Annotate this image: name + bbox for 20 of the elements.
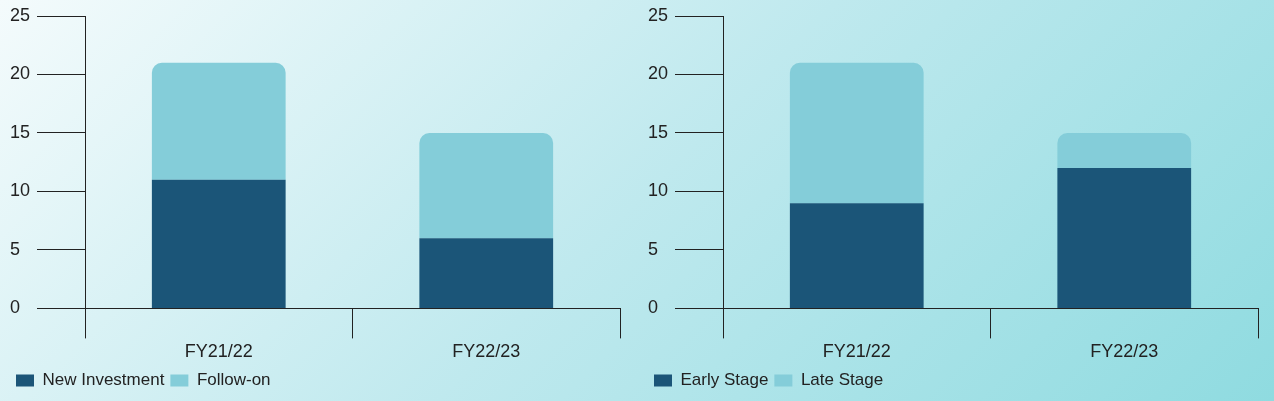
- x-tick-label: FY21/22: [184, 341, 253, 362]
- y-tick-label: 5: [648, 238, 659, 259]
- x-tick-label: FY21/22: [822, 341, 891, 362]
- y-tick-label: 15: [648, 121, 669, 142]
- y-tick-label: 0: [648, 297, 659, 318]
- legend-label: Early Stage: [680, 370, 769, 390]
- y-tick-label: 10: [648, 180, 669, 201]
- y-tick-label: 15: [10, 121, 31, 142]
- y-tick-label: 10: [10, 180, 31, 201]
- y-tick-label: 20: [10, 63, 31, 84]
- y-tick-label: 25: [10, 4, 31, 25]
- y-tick-label: 25: [648, 4, 669, 25]
- y-tick-label: 20: [648, 63, 669, 84]
- x-tick-label: FY22/23: [452, 341, 521, 362]
- legend-label: New Investment: [42, 370, 165, 390]
- legend-label: Follow-on: [196, 370, 271, 390]
- y-tick-label: 0: [10, 297, 21, 318]
- x-tick-label: FY22/23: [1090, 341, 1159, 362]
- legend-label: Late Stage: [800, 370, 884, 390]
- y-tick-label: 5: [10, 238, 21, 259]
